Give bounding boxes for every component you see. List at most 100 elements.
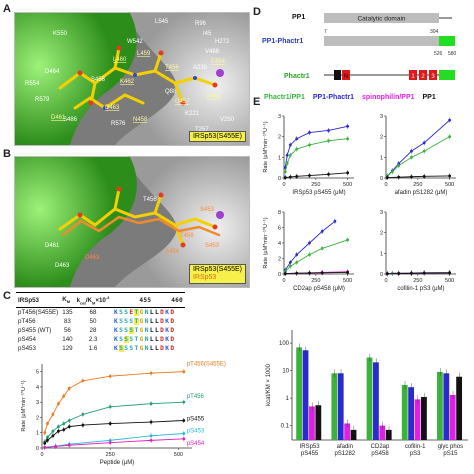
data-point [346, 124, 350, 128]
bar [408, 387, 415, 440]
series-line [284, 138, 348, 172]
sequence-residue: N [144, 345, 149, 353]
sequence-residue: K [114, 345, 118, 353]
bar-category-label: pS3 [410, 451, 421, 457]
bar-category-label: pS455 [301, 451, 319, 457]
row-ratio: 28 [89, 327, 97, 335]
row-ratio: 50 [89, 318, 97, 326]
data-point [149, 420, 153, 424]
residue-label: L545 [155, 19, 169, 25]
sequence-residue: S [123, 336, 129, 344]
bar-category-label: IRSp53 [300, 444, 321, 450]
bar-y-tick-label: 1 [286, 396, 290, 402]
sequence-residue: N [144, 318, 149, 326]
bar-y-axis-label: kcat/KM × 1000 [266, 363, 272, 406]
sequence-residue: T [134, 327, 139, 335]
y-tick-label: 0 [278, 176, 281, 182]
table-row: pS455 (WT) 56 28 KSSSTGNLLDKD [16, 326, 185, 335]
residue-label: R554 [25, 81, 40, 87]
data-point [288, 153, 292, 157]
sequence-residue: D [170, 309, 175, 317]
y-tick-label: 0 [380, 272, 383, 278]
kinetics-table: IRSp53 KM kcat/KM×10-3 455 460 pT456(S455… [16, 291, 246, 353]
residue-label: S458 [91, 77, 106, 83]
data-point [108, 422, 112, 425]
sequence-residue: L [149, 318, 154, 326]
residue-label: W542 [127, 39, 143, 45]
sequence-residue: N [144, 336, 149, 344]
res-label-b: S453 [200, 207, 215, 213]
x-tick-label: 0 [384, 278, 387, 284]
col-header-seq: 455 460 [111, 291, 185, 309]
residue-label: D463 [105, 105, 120, 111]
data-point [108, 405, 112, 409]
res-label-b: T456 [180, 233, 194, 239]
row-ratio: 2.3 [88, 336, 98, 344]
data-point [56, 429, 60, 433]
series-line [284, 125, 348, 168]
x-axis-label: cofilin-1 pS3 (μM) [397, 286, 444, 292]
y-tick-label: 4 [36, 385, 39, 391]
residue-label: R96 [195, 21, 207, 27]
sequence-residue: D [160, 336, 165, 344]
y-tick-label: 4 [278, 241, 281, 247]
residue-label: L459 [137, 51, 151, 57]
data-point [108, 441, 112, 445]
data-point [410, 271, 413, 275]
data-point [149, 438, 153, 442]
series-label: pS455 [187, 417, 205, 423]
data-point [422, 141, 426, 145]
row-name: pS455 (WT) [18, 327, 52, 335]
sequence-residue: T [134, 336, 139, 344]
res-label-b: S453 [205, 243, 220, 249]
residue-label: K462 [120, 79, 135, 85]
data-point [288, 264, 292, 268]
x-tick-label: 500 [343, 278, 352, 284]
data-point [62, 428, 66, 432]
sequence-residue: S [129, 318, 134, 326]
residue-label: K550 [53, 31, 68, 37]
y-tick-label: 6 [278, 226, 281, 232]
data-point [295, 137, 299, 141]
sequence-residue: S [118, 345, 124, 353]
residue-label: T257 [195, 127, 209, 133]
res-label-b: S454 [165, 249, 180, 255]
bar [385, 429, 392, 440]
y-tick-label: 3 [380, 114, 383, 120]
sequence-residue: S [124, 318, 129, 326]
table-header-row: IRSp53 KM kcat/KM×10-3 455 460 [16, 291, 185, 309]
phactr1-black-segment [334, 70, 341, 80]
y-tick-label: 0 [380, 176, 383, 182]
residue-num-526: 526 [434, 51, 443, 57]
residue-label: V250 [220, 117, 235, 123]
y-axis-label: Rate (μM*min⁻¹*U⁻¹) [263, 217, 269, 268]
x-tick-label: 250 [311, 278, 320, 284]
sequence-residue: L [155, 309, 159, 317]
data-point [67, 425, 71, 429]
sequence-residue: T [134, 345, 139, 353]
row-ratio: 1.6 [88, 345, 98, 353]
data-point [46, 435, 49, 439]
data-point [308, 241, 311, 245]
data-point [327, 139, 330, 143]
legend-pp1: PP1 [422, 94, 436, 101]
data-point [149, 434, 153, 438]
row-sequence: KSSSTGNLLDKD [111, 317, 185, 326]
residue-label: D464 [45, 69, 60, 75]
sequence-residue: L [155, 345, 159, 353]
data-point [43, 431, 47, 435]
sequence-residue: S [119, 318, 124, 326]
sequence-residue: D [170, 318, 175, 326]
sequence-residue: S [129, 345, 134, 353]
residue-label: H272 [215, 39, 230, 45]
row-sequence: KSSETGNLLDKD [111, 308, 185, 318]
sequence-residue: K [165, 309, 170, 317]
sequence-residue: S [119, 327, 124, 335]
data-point [422, 174, 426, 178]
bar [401, 385, 408, 440]
sequence-residue: D [170, 336, 175, 344]
sequence-residue: K [165, 345, 170, 353]
sequence-residue: G [139, 327, 144, 335]
sequence-residue: K [114, 336, 118, 344]
row-km: 83 [63, 318, 71, 326]
